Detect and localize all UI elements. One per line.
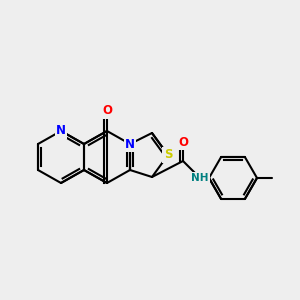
Text: S: S <box>164 148 172 161</box>
Text: O: O <box>178 136 188 148</box>
Text: O: O <box>102 104 112 118</box>
Text: N: N <box>56 124 66 137</box>
Text: N: N <box>125 137 135 151</box>
Text: NH: NH <box>191 173 209 183</box>
